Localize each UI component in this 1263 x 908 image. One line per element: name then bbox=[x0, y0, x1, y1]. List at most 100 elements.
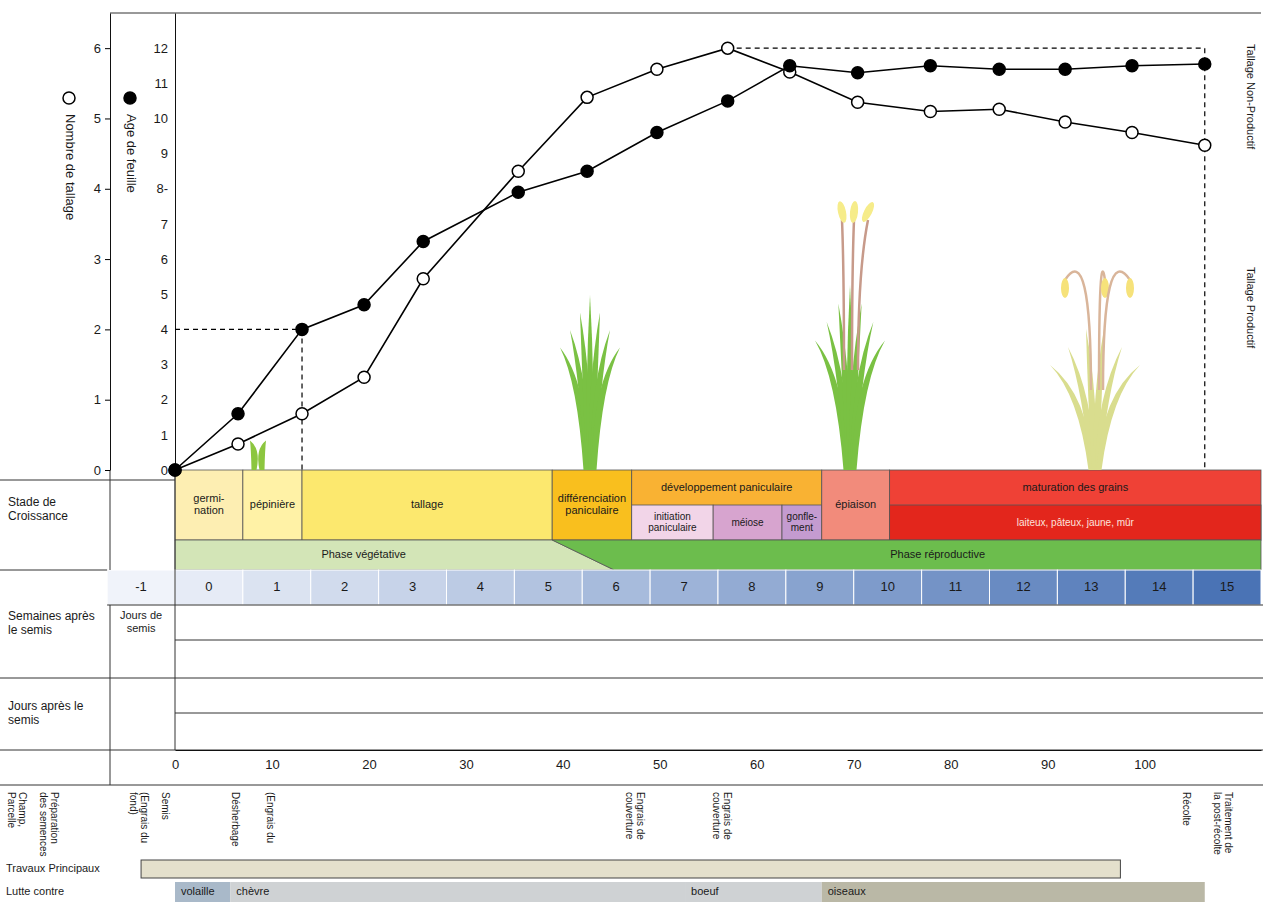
week-cell bbox=[650, 570, 718, 605]
tick-label: 2 bbox=[161, 392, 168, 407]
tick: 5 bbox=[94, 111, 110, 126]
week-label: 4 bbox=[477, 579, 484, 594]
week-label: 0 bbox=[205, 579, 212, 594]
data-point bbox=[722, 42, 734, 54]
table-rule bbox=[110, 13, 1261, 14]
axis-line bbox=[176, 750, 1262, 751]
tick: 6 bbox=[161, 252, 175, 267]
week-cell bbox=[447, 570, 515, 605]
week-label: 9 bbox=[816, 579, 823, 594]
series-name: Nombre de tallage bbox=[63, 114, 78, 220]
data-point bbox=[296, 323, 308, 335]
stage-label-line: pépinière bbox=[250, 498, 295, 510]
substage-label-line: initiation bbox=[654, 510, 691, 521]
labels: Stade deCroissanceJours desemisSemaines … bbox=[6, 44, 1257, 897]
operation-label-group: (Engrais du bbox=[265, 792, 276, 843]
phase-label: Phase réproductive bbox=[890, 548, 985, 560]
operation-label-line: Désherbage bbox=[230, 792, 241, 847]
x-axis: 0102030405060708090100 bbox=[172, 750, 1262, 772]
stage-label-line: épiaison bbox=[835, 498, 876, 510]
pest-label-line: volaille bbox=[181, 885, 215, 897]
operation-label-line: des semences bbox=[38, 792, 49, 856]
week-label-line: 7 bbox=[680, 579, 687, 594]
tick: 8- bbox=[156, 181, 175, 196]
stage-label: pépinière bbox=[250, 498, 295, 510]
data-point bbox=[232, 438, 244, 450]
stage-label-line: tallage bbox=[411, 498, 443, 510]
annotation-line: Tallage Productif bbox=[1245, 267, 1257, 349]
pest-label: boeuf bbox=[691, 885, 719, 897]
series-name-line: Nombre de tallage bbox=[63, 114, 78, 220]
tick: 40 bbox=[556, 750, 570, 772]
substage-label-line: méiose bbox=[731, 516, 764, 527]
operation-label-group: Récolte bbox=[1182, 792, 1193, 826]
y2-axis: 012345678-9101112 bbox=[154, 14, 176, 478]
plant-icon bbox=[815, 200, 885, 470]
substage-cell bbox=[890, 505, 1261, 540]
tick: 2 bbox=[94, 322, 110, 337]
table-rule bbox=[110, 605, 111, 785]
phase-label: Phase végétative bbox=[321, 548, 405, 560]
main-work-band bbox=[141, 860, 1120, 878]
plant-panicle bbox=[859, 200, 876, 223]
operation-label-line: Récolte bbox=[1182, 792, 1193, 826]
tick: 70 bbox=[847, 750, 861, 772]
data-point bbox=[1059, 116, 1071, 128]
tick-label: 10 bbox=[154, 111, 168, 126]
plant-stem bbox=[852, 220, 854, 370]
data-point bbox=[358, 371, 370, 383]
operation-label-group: (Engrais dufond) bbox=[128, 792, 150, 843]
week-cell bbox=[243, 570, 311, 605]
pest-label-line: boeuf bbox=[691, 885, 719, 897]
plant-stem bbox=[842, 220, 844, 370]
operation-label: Préparationdes semences bbox=[38, 792, 60, 856]
week-label-line: 3 bbox=[409, 579, 416, 594]
week-cell bbox=[379, 570, 447, 605]
operation-label: Semis bbox=[161, 792, 172, 820]
tick: 90 bbox=[1041, 750, 1055, 772]
pest-band bbox=[230, 882, 685, 902]
tick-mark bbox=[105, 259, 110, 260]
week-cell bbox=[311, 570, 379, 605]
plot-marks bbox=[169, 42, 1211, 476]
tick-label: 1 bbox=[161, 428, 168, 443]
data-point bbox=[784, 60, 796, 72]
tick: 4 bbox=[161, 322, 175, 337]
week-cell bbox=[718, 570, 786, 605]
substage-cell bbox=[632, 505, 713, 540]
week-label-line: 11 bbox=[949, 579, 963, 594]
tick: 10 bbox=[154, 111, 175, 126]
week-label: 12 bbox=[1016, 579, 1030, 594]
operation-label: Champ,Parcelle bbox=[6, 792, 28, 829]
week-label: 1 bbox=[273, 579, 280, 594]
table-rule bbox=[0, 570, 107, 571]
tick-label: 8- bbox=[156, 181, 168, 196]
week-label-line: 10 bbox=[880, 579, 894, 594]
pest-label: oiseaux bbox=[828, 885, 866, 897]
tick: 7 bbox=[161, 217, 175, 232]
tick: 9 bbox=[161, 146, 175, 161]
data-point bbox=[169, 464, 181, 476]
plant-panicle bbox=[849, 201, 859, 224]
week-label-line: -1 bbox=[135, 579, 147, 594]
week-label: 11 bbox=[949, 579, 963, 594]
series-name-group: Age de feuille bbox=[124, 114, 139, 193]
operation-label: Engrais decouverture bbox=[712, 792, 734, 840]
week-label: 14 bbox=[1152, 579, 1166, 594]
stage-label-line: paniculaire bbox=[565, 504, 618, 516]
row-label-line: Stade de bbox=[8, 495, 56, 509]
substage-label-line: ment bbox=[791, 522, 813, 533]
axes: 0123456012345678-91011120102030405060708… bbox=[94, 14, 1262, 773]
week-label: -1 bbox=[135, 579, 147, 594]
tick-label: 0 bbox=[161, 463, 168, 478]
operation-label-line: couverture bbox=[712, 792, 723, 840]
tick: 60 bbox=[750, 750, 764, 772]
data-point bbox=[1059, 63, 1071, 75]
data-point bbox=[417, 273, 429, 285]
data-point bbox=[512, 186, 524, 198]
series-name: Age de feuille bbox=[124, 114, 139, 193]
tick-mark bbox=[105, 329, 110, 330]
week-label-line: 8 bbox=[748, 579, 755, 594]
data-point bbox=[581, 165, 593, 177]
substage-label: initiationpaniculaire bbox=[648, 510, 697, 533]
